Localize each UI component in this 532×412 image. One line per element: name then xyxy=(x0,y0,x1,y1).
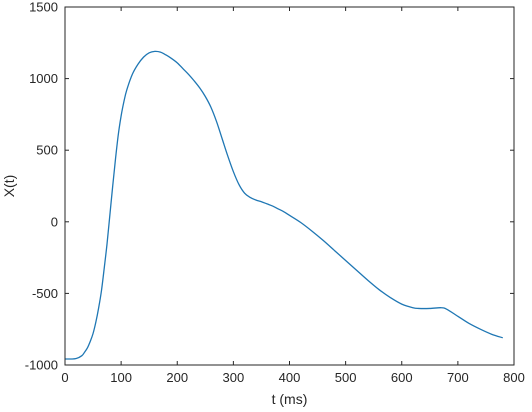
x-tick-label: 500 xyxy=(335,370,357,385)
x-tick-label: 800 xyxy=(503,370,525,385)
x-tick-label: 0 xyxy=(61,370,68,385)
x-tick-label: 700 xyxy=(447,370,469,385)
x-tick-label: 200 xyxy=(166,370,188,385)
y-tick-label: 500 xyxy=(36,143,58,158)
y-tick-label: -1000 xyxy=(25,358,58,373)
x-axis-title: t (ms) xyxy=(272,391,308,407)
x-tick-label: 400 xyxy=(279,370,301,385)
series-line xyxy=(64,50,503,360)
x-axis-ticks: 0 100 200 300 400 500 600 700 800 xyxy=(61,7,525,385)
y-tick-label: 1000 xyxy=(29,71,58,86)
y-tick-label: -500 xyxy=(32,286,58,301)
x-tick-label: 600 xyxy=(391,370,413,385)
y-tick-label: 0 xyxy=(51,214,58,229)
y-axis-title: X(t) xyxy=(1,175,17,198)
plot-frame xyxy=(64,6,515,366)
plot-area xyxy=(65,7,514,365)
y-tick-label: 1500 xyxy=(29,0,58,15)
x-tick-label: 300 xyxy=(223,370,245,385)
x-tick-label: 100 xyxy=(110,370,132,385)
y-axis-ticks: -1000 -500 0 500 1000 1500 xyxy=(25,0,514,373)
